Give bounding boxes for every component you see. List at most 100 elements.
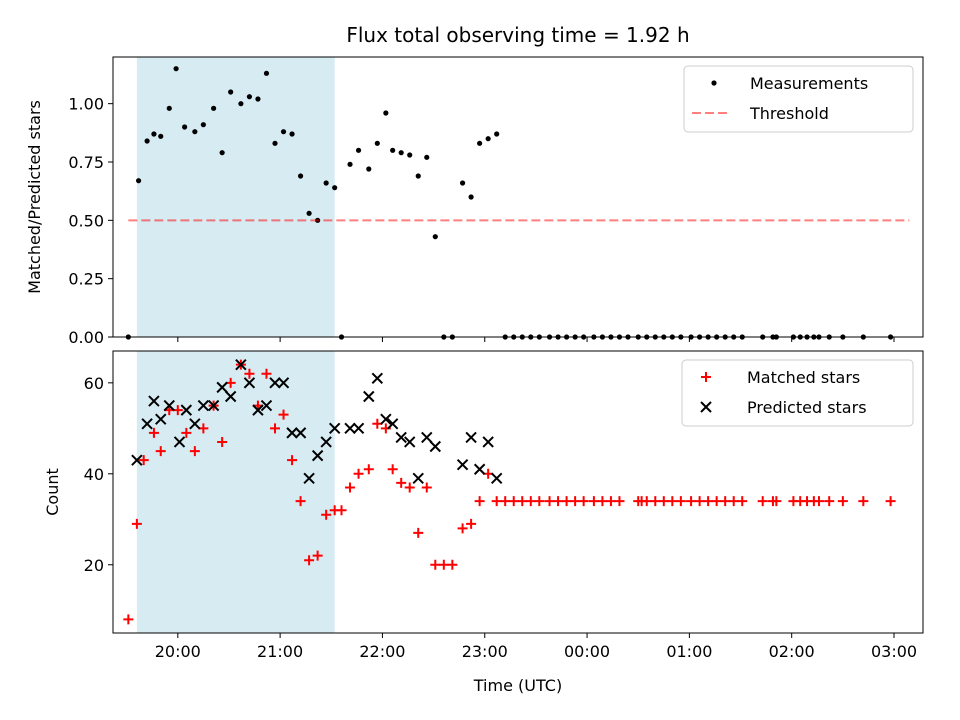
- predicted-star-point: [490, 472, 503, 485]
- matched-star-point: [694, 496, 705, 507]
- matched-star-point: [148, 427, 159, 438]
- matched-star-point: [244, 368, 255, 379]
- matched-star-point: [261, 368, 272, 379]
- measurement-point: [289, 131, 295, 137]
- bottom-panel-y-axis-label: Count: [43, 468, 62, 516]
- matched-star-point: [686, 496, 697, 507]
- predicted-star-point: [173, 436, 186, 448]
- matched-star-point: [658, 496, 669, 507]
- measurement-point: [166, 105, 172, 111]
- predicted-star-point: [404, 436, 416, 448]
- matched-star-point: [553, 496, 564, 507]
- legend-label: Threshold: [749, 104, 829, 123]
- measurement-point: [485, 136, 491, 142]
- matched-star-point: [131, 518, 142, 529]
- predicted-star-point: [363, 390, 375, 403]
- predicted-star-point: [286, 427, 298, 439]
- x-tick-label: 22:00: [359, 642, 405, 661]
- y-tick-label: 0.25: [68, 270, 104, 289]
- bottom-panel-legend: Matched stars Predicted stars: [681, 359, 914, 427]
- measurement-point: [211, 105, 217, 111]
- measurement-point: [332, 185, 338, 191]
- measurement-point: [494, 131, 500, 137]
- y-tick-label: 0.50: [68, 211, 104, 230]
- matched-star-point: [396, 477, 407, 488]
- measurement-point: [432, 234, 438, 240]
- predicted-star-point: [277, 377, 290, 389]
- bottom-panel-marks: [123, 358, 896, 625]
- bottom-panel-ticks: 20 40 60 20:00 21:00 22:00 23:00 00:00 01:00 02:0…: [84, 374, 917, 661]
- top-panel: 0.00 0.25 0.50 0.75 1.00 Matched/Predicted s…: [25, 56, 924, 347]
- measurement-point: [135, 178, 142, 184]
- measurement-point: [306, 210, 312, 216]
- legend-label: Matched stars: [747, 368, 860, 387]
- matched-star-point: [525, 496, 536, 507]
- legend-box: [683, 65, 914, 133]
- matched-star-point: [570, 496, 581, 507]
- predicted-star-point: [303, 472, 315, 485]
- matched-star-point: [312, 550, 323, 561]
- measurement-point: [383, 110, 389, 116]
- matched-star-point: [413, 527, 424, 538]
- predicted-star-point: [386, 418, 399, 430]
- matched-star-point: [491, 496, 502, 507]
- matched-star-point: [813, 496, 824, 507]
- measurement-point: [347, 161, 353, 167]
- predicted-star-point: [412, 472, 424, 485]
- measurement-point: [390, 147, 396, 153]
- matched-star-point: [321, 509, 332, 520]
- matched-star-point: [363, 464, 374, 475]
- measurement-point: [238, 101, 244, 107]
- matched-star-point: [457, 523, 468, 534]
- x-tick-label: 02:00: [769, 642, 815, 661]
- measurement-point: [200, 122, 206, 128]
- matched-star-point: [544, 496, 555, 507]
- matched-star-point: [561, 496, 572, 507]
- matched-star-point: [517, 496, 528, 507]
- measurement-point: [415, 173, 421, 179]
- matched-star-point: [500, 496, 511, 507]
- measurement-point: [323, 180, 329, 186]
- chart-title: Flux total observing time = 1.92 h: [346, 23, 689, 47]
- matched-star-point: [675, 496, 686, 507]
- y-tick-label: 20: [84, 556, 104, 575]
- legend-plus-swatch: [701, 372, 711, 382]
- predicted-star-point: [180, 404, 193, 416]
- matched-star-point: [430, 559, 441, 570]
- matched-star-point: [858, 496, 869, 507]
- matched-star-point: [438, 559, 449, 570]
- matched-star-point: [711, 496, 722, 507]
- top-panel-frame: [112, 56, 924, 338]
- measurement-point: [151, 131, 157, 137]
- bottom-panel-frame: [112, 350, 924, 634]
- matched-star-point: [189, 446, 200, 457]
- predicted-star-point: [235, 358, 247, 371]
- predicted-star-point: [260, 399, 273, 412]
- y-tick-label: 0.75: [68, 153, 104, 172]
- measurement-point: [246, 94, 253, 100]
- measurement-point: [182, 124, 188, 130]
- bottom-panel: 20 40 60 20:00 21:00 22:00 23:00 00:00 01:00 02:0…: [43, 350, 924, 695]
- measurement-point: [173, 66, 179, 72]
- matched-star-point: [217, 436, 228, 447]
- predicted-star-point: [189, 418, 201, 430]
- predicted-star-point: [456, 459, 469, 471]
- top-panel-y-axis-label: Matched/Predicted stars: [25, 100, 44, 294]
- matched-star-point: [578, 496, 589, 507]
- predicted-star-point: [352, 422, 365, 435]
- matched-star-point: [757, 496, 768, 507]
- matched-star-point: [404, 482, 415, 493]
- measurement-point: [468, 194, 474, 200]
- measurement-point: [398, 150, 404, 156]
- matched-star-point: [336, 505, 347, 516]
- matched-star-point: [824, 496, 835, 507]
- legend-x-swatch: [700, 401, 712, 413]
- matched-star-point: [474, 496, 485, 507]
- matched-star-point: [270, 423, 280, 434]
- matched-star-point: [287, 455, 298, 466]
- matched-star-point: [181, 427, 192, 438]
- measurement-point: [355, 147, 362, 153]
- matched-star-point: [387, 464, 398, 475]
- matched-star-point: [421, 482, 432, 493]
